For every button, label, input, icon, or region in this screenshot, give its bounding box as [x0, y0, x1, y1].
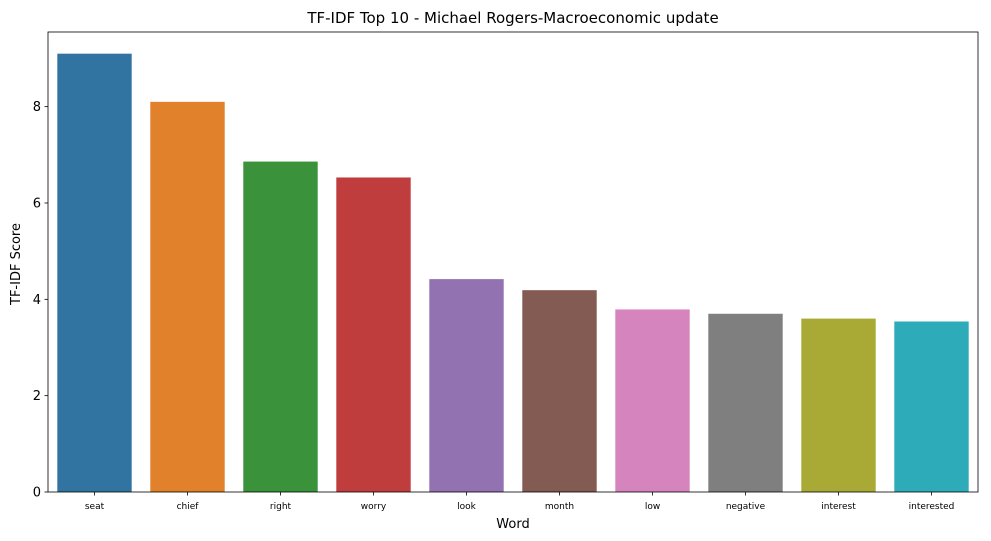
x-tick-label: worry — [361, 502, 387, 512]
bar-interest — [801, 318, 876, 492]
x-axis-ticks: seat chief right worry look month low negative i… — [85, 492, 955, 512]
bar-negative — [708, 313, 783, 492]
x-tick-label: chief — [177, 502, 200, 512]
bar-seat — [57, 53, 132, 493]
bar-low — [615, 309, 690, 492]
y-tick-label: 0 — [33, 486, 41, 501]
y-tick-label: 8 — [33, 100, 41, 115]
x-tick-label: month — [545, 502, 574, 512]
y-axis-label: TF-IDF Score — [9, 223, 24, 306]
bar-worry — [336, 177, 411, 492]
x-tick-label: negative — [726, 502, 766, 512]
x-tick-label: low — [645, 502, 660, 512]
bar-interested — [894, 321, 969, 492]
y-tick-label: 6 — [33, 196, 41, 211]
plot-frame — [47, 31, 979, 493]
bar-month — [522, 290, 597, 492]
bar-look — [429, 279, 504, 492]
x-tick-label: interest — [821, 502, 856, 512]
x-tick-label: seat — [85, 502, 105, 512]
chart-title: TF-IDF Top 10 - Michael Rogers-Macroecon… — [306, 9, 718, 27]
x-tick-label: look — [457, 502, 477, 512]
y-tick-label: 4 — [33, 293, 41, 308]
bar-chief — [150, 101, 225, 493]
x-axis-label: Word — [496, 517, 529, 532]
bar-right — [243, 161, 318, 492]
y-tick-label: 2 — [33, 389, 41, 404]
x-tick-label: right — [270, 502, 292, 512]
x-tick-label: interested — [909, 502, 955, 512]
bars-layer — [57, 53, 969, 493]
y-axis-ticks: 0 2 4 6 8 — [33, 100, 48, 501]
